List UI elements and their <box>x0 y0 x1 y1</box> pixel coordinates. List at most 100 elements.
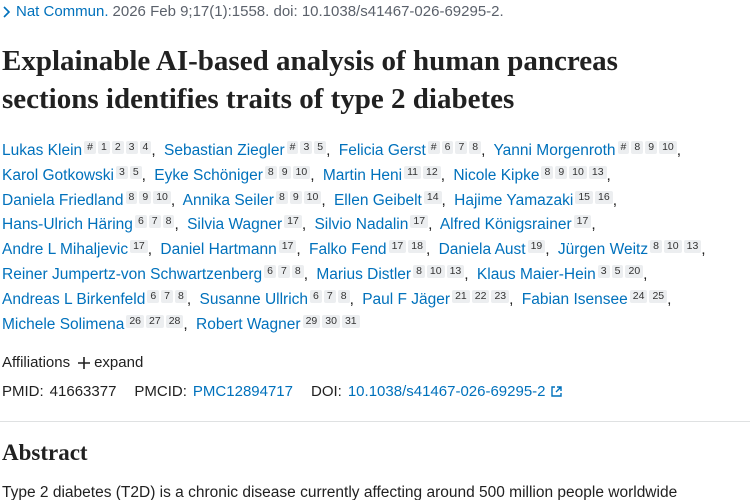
author-name[interactable]: Daniela Aust <box>438 241 526 259</box>
affiliation-ref[interactable]: 7 <box>455 141 468 154</box>
affiliation-ref[interactable]: 21 <box>452 289 470 303</box>
affiliation-ref[interactable]: 7 <box>278 264 290 278</box>
author-name[interactable]: Daniel Hartmann <box>160 241 277 259</box>
affiliation-ref[interactable]: 3 <box>115 165 128 179</box>
affiliation-ref[interactable]: 23 <box>491 289 510 303</box>
author-name[interactable]: Andreas L Birkenfeld <box>2 290 146 308</box>
affiliation-ref[interactable]: 10 <box>659 141 677 154</box>
affiliation-ref[interactable]: 26 <box>126 314 145 328</box>
affiliation-ref[interactable]: 13 <box>446 264 465 278</box>
author-name[interactable]: Lukas Klein <box>2 142 83 159</box>
author-name[interactable]: Falko Fend <box>309 241 387 259</box>
affiliation-ref[interactable]: 28 <box>165 314 184 328</box>
pmcid-link[interactable]: PMC12894717 <box>192 383 293 400</box>
affiliation-ref[interactable]: 7 <box>161 289 174 303</box>
affiliation-ref[interactable]: 8 <box>337 289 350 303</box>
affiliation-ref[interactable]: 10 <box>292 165 311 179</box>
doi-link[interactable]: 10.1038/s41467-026-69295-2 <box>347 383 546 400</box>
author-name[interactable]: Ellen Geibelt <box>333 191 422 209</box>
affiliation-ref[interactable]: 9 <box>555 165 568 179</box>
affiliation-ref[interactable]: 6 <box>310 289 322 303</box>
author-name[interactable]: Yanni Morgenroth <box>493 142 616 159</box>
affiliation-ref[interactable]: 3 <box>300 141 313 154</box>
affiliation-ref[interactable]: 17 <box>278 240 297 254</box>
author-name[interactable]: Felicia Gerst <box>338 142 426 159</box>
affiliation-ref[interactable]: # <box>427 141 440 154</box>
affiliation-ref[interactable]: 24 <box>629 289 648 303</box>
journal-link[interactable]: Nat Commun. <box>16 3 109 20</box>
affiliation-ref[interactable]: 5 <box>314 141 327 154</box>
affiliation-ref[interactable]: 3 <box>597 264 610 278</box>
affiliation-ref[interactable]: 8 <box>175 289 187 303</box>
author-name[interactable]: Silvio Nadalin <box>314 216 409 234</box>
affiliation-ref[interactable]: 27 <box>146 314 164 328</box>
affiliation-ref[interactable]: 13 <box>588 165 607 179</box>
author-name[interactable]: Annika Seiler <box>182 191 274 209</box>
affiliation-ref[interactable]: 9 <box>139 190 152 204</box>
affiliation-ref[interactable]: 8 <box>264 165 277 179</box>
affiliation-ref[interactable]: 12 <box>423 165 441 179</box>
author-name[interactable]: Daniela Friedland <box>2 191 124 209</box>
author-name[interactable]: Paul F Jäger <box>362 290 451 308</box>
affiliation-ref[interactable]: 10 <box>663 240 682 254</box>
affiliation-ref[interactable]: 18 <box>408 240 426 254</box>
affiliation-ref[interactable]: 30 <box>322 314 340 328</box>
affiliation-ref[interactable]: 6 <box>441 141 454 154</box>
author-name[interactable]: Marius Distler <box>316 265 412 283</box>
author-name[interactable]: Jürgen Weitz <box>557 241 649 259</box>
author-name[interactable]: Hajime Yamazaki <box>454 191 574 209</box>
affiliation-ref[interactable]: 10 <box>426 264 445 278</box>
affiliation-ref[interactable]: 5 <box>129 165 142 179</box>
affiliation-ref[interactable]: 16 <box>595 190 613 204</box>
affiliation-ref[interactable]: 22 <box>471 289 490 303</box>
affiliation-ref[interactable]: 8 <box>469 141 482 154</box>
affiliation-ref[interactable]: 8 <box>291 264 304 278</box>
affiliation-ref[interactable]: 9 <box>289 190 302 204</box>
author-name[interactable]: Silvia Wagner <box>187 216 283 234</box>
author-name[interactable]: Eyke Schöniger <box>154 166 263 184</box>
affiliation-ref[interactable]: 8 <box>275 190 288 204</box>
affiliation-ref[interactable]: 5 <box>611 264 624 278</box>
affiliation-ref[interactable]: 15 <box>575 190 594 204</box>
author-name[interactable]: Sebastian Ziegler <box>163 142 285 159</box>
affiliation-ref[interactable]: 7 <box>323 289 336 303</box>
affiliation-ref[interactable]: 9 <box>278 165 291 179</box>
affiliation-ref[interactable]: 19 <box>527 240 546 254</box>
affiliation-ref[interactable]: 10 <box>153 190 171 204</box>
affiliation-ref[interactable]: 17 <box>410 215 429 229</box>
affiliation-ref[interactable]: 6 <box>264 264 277 278</box>
author-name[interactable]: Reiner Jumpertz-von Schwartzenberg <box>2 265 263 283</box>
affiliation-ref[interactable]: 31 <box>341 314 360 328</box>
author-name[interactable]: Andre L Mihaljevic <box>2 241 129 259</box>
affiliation-ref[interactable]: 8 <box>650 240 662 254</box>
author-name[interactable]: Hans-Ulrich Häring <box>2 216 133 234</box>
affiliation-ref[interactable]: 13 <box>683 240 702 254</box>
affiliation-ref[interactable]: 10 <box>303 190 322 204</box>
affiliation-ref[interactable]: 8 <box>541 165 554 179</box>
affiliation-ref[interactable]: 10 <box>569 165 587 179</box>
expand-button[interactable]: expand <box>78 354 143 371</box>
author-name[interactable]: Nicole Kipke <box>453 166 540 184</box>
affiliation-ref[interactable]: 3 <box>125 141 138 154</box>
affiliation-ref[interactable]: 2 <box>111 141 124 154</box>
affiliation-ref[interactable]: 6 <box>134 215 147 229</box>
affiliation-ref[interactable]: 17 <box>130 240 148 254</box>
affiliation-ref[interactable]: 17 <box>573 215 592 229</box>
author-name[interactable]: Susanne Ullrich <box>199 290 309 308</box>
affiliation-ref[interactable]: 8 <box>125 190 138 204</box>
affiliation-ref[interactable]: 8 <box>413 264 425 278</box>
author-name[interactable]: Robert Wagner <box>196 315 301 333</box>
author-name[interactable]: Martin Heni <box>322 166 403 184</box>
author-name[interactable]: Alfred Königsrainer <box>439 216 572 234</box>
author-name[interactable]: Fabian Isensee <box>521 290 628 308</box>
author-name[interactable]: Karol Gotkowski <box>2 166 114 184</box>
affiliation-ref[interactable]: 7 <box>148 215 161 229</box>
affiliation-ref[interactable]: 9 <box>645 141 658 154</box>
author-name[interactable]: Klaus Maier-Hein <box>476 265 596 283</box>
affiliation-ref[interactable]: 25 <box>649 289 668 303</box>
author-name[interactable]: Michele Solimena <box>2 315 125 333</box>
affiliation-ref[interactable]: # <box>286 141 299 154</box>
affiliation-ref[interactable]: 11 <box>404 165 422 179</box>
affiliation-ref[interactable]: 6 <box>147 289 160 303</box>
affiliation-ref[interactable]: 8 <box>631 141 644 154</box>
